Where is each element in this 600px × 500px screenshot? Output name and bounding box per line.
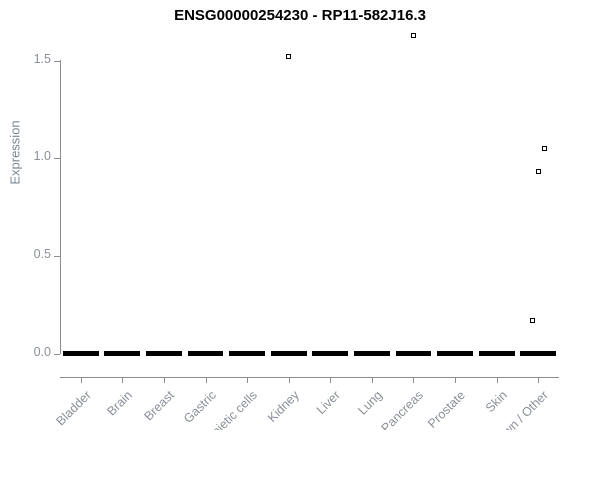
y-axis-line — [60, 60, 61, 354]
x-tick-label-liver: Liver — [314, 388, 344, 418]
x-tick-mark — [206, 377, 207, 383]
data-point — [260, 351, 265, 356]
data-point — [551, 351, 557, 356]
x-tick-mark — [497, 377, 498, 383]
y-tick-label-text: 1.5 — [33, 51, 51, 66]
bottom-clip-mask — [0, 430, 600, 500]
data-point — [301, 351, 307, 356]
data-point — [509, 351, 515, 356]
y-tick-label-text: 0.0 — [33, 344, 51, 359]
x-tick-mark — [413, 377, 414, 383]
x-tick-label-bladder: Bladder — [53, 388, 94, 429]
x-tick-mark — [372, 377, 373, 383]
y-tick-mark — [54, 353, 60, 355]
x-tick-mark — [289, 377, 290, 383]
data-point — [176, 351, 182, 356]
x-tick-label-lung: Lung — [355, 388, 385, 418]
data-point — [343, 351, 349, 356]
y-tick-label-text: 1.0 — [33, 149, 51, 164]
x-tick-mark — [81, 377, 82, 383]
x-tick-label-skin: Skin — [482, 388, 510, 416]
x-tick-mark — [538, 377, 539, 383]
data-point — [384, 351, 390, 356]
y-tick-mark — [54, 60, 60, 62]
page-title: ENSG00000254230 - RP11-582J16.3 — [174, 7, 426, 24]
y-axis-label: Expression — [7, 120, 23, 185]
data-point-outlier — [529, 317, 535, 323]
data-point — [218, 351, 224, 356]
x-tick-label-breast: Breast — [141, 388, 177, 424]
x-tick-mark — [330, 377, 331, 383]
x-axis-line — [60, 377, 559, 378]
x-tick-mark — [164, 377, 165, 383]
x-tick-label-kidney: Kidney — [264, 388, 302, 425]
x-tick-label-gastric: Gastric — [180, 388, 219, 426]
data-point — [467, 351, 473, 356]
data-point-outlier — [286, 54, 292, 60]
x-tick-label-brain: Brain — [104, 388, 136, 419]
x-tick-mark — [247, 377, 248, 383]
x-tick-label-prostate: Prostate — [425, 388, 468, 431]
y-tick-mark — [54, 158, 60, 160]
data-point — [135, 351, 141, 356]
y-tick-mark — [54, 255, 60, 257]
data-point-outlier — [541, 145, 547, 151]
data-point — [426, 351, 432, 356]
data-point-outlier — [535, 169, 541, 175]
x-tick-mark — [122, 377, 123, 383]
x-tick-label-pancreas: Pancreas — [379, 388, 427, 436]
x-tick-mark — [455, 377, 456, 383]
data-point — [93, 351, 99, 356]
y-tick-label-text: 0.5 — [33, 246, 51, 261]
data-point-outlier — [410, 32, 416, 38]
